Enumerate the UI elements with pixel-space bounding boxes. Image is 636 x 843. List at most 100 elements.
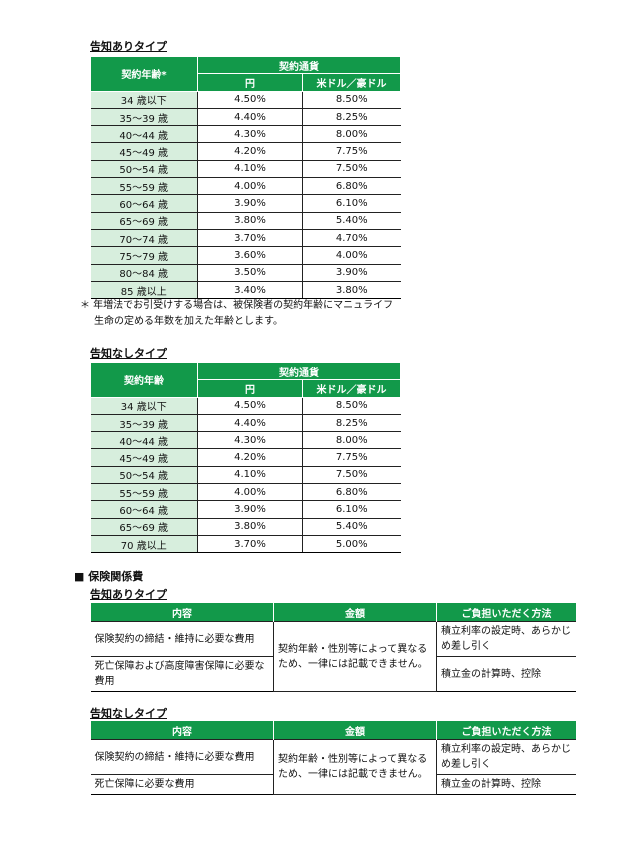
- amount-cell: 契約年齢・性別等によって異なるため、一律には記載できません。: [273, 621, 437, 692]
- age-cell: 80～84 歳: [90, 263, 198, 282]
- yen-rate: 4.40%: [197, 107, 303, 127]
- usd-rate: 8.25%: [302, 107, 401, 127]
- table-row: 65～69 歳 3.80% 5.40%: [90, 517, 401, 536]
- age-cell: 60～64 歳: [90, 194, 198, 213]
- yen-rate: 3.80%: [197, 211, 303, 230]
- header-age: 契約年齢*: [90, 56, 198, 92]
- yen-rate: 4.50%: [197, 90, 303, 109]
- section-heading: ■ 保険関係費: [74, 570, 144, 583]
- footnote: ＊ 年増法でお引受けする場合は、被保険者の契約年齢にマニュライフ 生命の定める年数…: [80, 300, 394, 327]
- table-row: 70～74 歳 3.70% 4.70%: [90, 228, 401, 248]
- age-cell: 50～54 歳: [90, 465, 198, 485]
- usd-rate: 8.50%: [302, 90, 401, 109]
- age-cell: 55～59 歳: [90, 177, 198, 196]
- age-cell: 45～49 歳: [90, 448, 198, 467]
- content-cell: 死亡保障および高度障害保障に必要な費用: [90, 656, 274, 692]
- header-usd: 米ドル／豪ドル: [302, 73, 401, 92]
- header-usd: 米ドル／豪ドル: [302, 379, 401, 398]
- header-amount: 金額: [273, 721, 437, 740]
- yen-rate: 4.10%: [197, 159, 303, 179]
- usd-rate: 5.00%: [302, 534, 401, 554]
- age-cell: 70 歳以上: [90, 534, 198, 554]
- usd-rate: 5.40%: [302, 211, 401, 230]
- usd-rate: 7.75%: [302, 142, 401, 161]
- subtitle-without-notice: 告知なしタイプ: [90, 347, 167, 360]
- usd-rate: 4.70%: [302, 228, 401, 248]
- header-method: ご負担いただく方法: [436, 721, 576, 740]
- rate-table-with-notice: 契約年齢* 契約通貨円米ドル／豪ドル 34 歳以下 4.50% 8.50% 35～39 歳…: [90, 55, 401, 300]
- method-cell: 積立利率の設定時、あらかじめ差し引く: [436, 621, 576, 657]
- table-row: 55～59 歳 4.00% 6.80%: [90, 177, 401, 196]
- age-cell: 65～69 歳: [90, 517, 198, 536]
- usd-rate: 7.50%: [302, 465, 401, 485]
- usd-rate: 3.90%: [302, 263, 401, 282]
- usd-rate: 5.40%: [302, 517, 401, 536]
- table-row: 60～64 歳 3.90% 6.10%: [90, 500, 401, 519]
- age-cell: 40～44 歳: [90, 431, 198, 450]
- yen-rate: 3.90%: [197, 194, 303, 213]
- header-content: 内容: [90, 721, 274, 740]
- header-amount: 金額: [273, 603, 437, 622]
- usd-rate: 6.10%: [302, 194, 401, 213]
- yen-rate: 4.50%: [197, 396, 303, 415]
- header-age: 契約年齢: [90, 362, 198, 398]
- table-row: 60～64 歳 3.90% 6.10%: [90, 194, 401, 213]
- table-row: 70 歳以上 3.70% 5.00%: [90, 534, 401, 554]
- table-row: 65～69 歳 3.80% 5.40%: [90, 211, 401, 230]
- yen-rate: 4.10%: [197, 465, 303, 485]
- header-yen: 円: [197, 379, 303, 398]
- table-row: 50～54 歳 4.10% 7.50%: [90, 159, 401, 179]
- yen-rate: 4.20%: [197, 142, 303, 161]
- table-row: 34 歳以下 4.50% 8.50%: [90, 90, 401, 109]
- table-row: 75～79 歳 3.60% 4.00%: [90, 246, 401, 265]
- usd-rate: 6.80%: [302, 177, 401, 196]
- table-row: 85 歳以上 3.40% 3.80%: [90, 280, 401, 300]
- yen-rate: 3.70%: [197, 228, 303, 248]
- usd-rate: 6.80%: [302, 483, 401, 502]
- table-row: 死亡保障および高度障害保障に必要な費用 積立金の計算時、控除: [90, 656, 576, 692]
- age-cell: 60～64 歳: [90, 500, 198, 519]
- yen-rate: 3.80%: [197, 517, 303, 536]
- header-method: ご負担いただく方法: [436, 603, 576, 622]
- fee-table-with-notice: 内容 金額 ご負担いただく方法 保険契約の締結・維持に必要な費用 契約年齢・性別等によ…: [90, 603, 576, 692]
- yen-rate: 3.50%: [197, 263, 303, 282]
- yen-rate: 4.00%: [197, 483, 303, 502]
- yen-rate: 4.40%: [197, 413, 303, 433]
- yen-rate: 4.20%: [197, 448, 303, 467]
- table-row: 35～39 歳 4.40% 8.25%: [90, 107, 401, 127]
- usd-rate: 4.00%: [302, 246, 401, 265]
- table-row: 死亡保障に必要な費用 積立金の計算時、控除: [90, 774, 576, 795]
- table-row: 40～44 歳 4.30% 8.00%: [90, 125, 401, 144]
- table-row: 34 歳以下 4.50% 8.50%: [90, 396, 401, 415]
- header-yen: 円: [197, 73, 303, 92]
- age-cell: 45～49 歳: [90, 142, 198, 161]
- age-cell: 70～74 歳: [90, 228, 198, 248]
- table-row: 45～49 歳 4.20% 7.75%: [90, 142, 401, 161]
- usd-rate: 7.75%: [302, 448, 401, 467]
- yen-rate: 4.30%: [197, 125, 303, 144]
- age-cell: 34 歳以下: [90, 396, 198, 415]
- subtitle-with-notice: 告知ありタイプ: [90, 40, 167, 53]
- yen-rate: 3.40%: [197, 280, 303, 300]
- age-cell: 55～59 歳: [90, 483, 198, 502]
- usd-rate: 8.00%: [302, 125, 401, 144]
- age-cell: 50～54 歳: [90, 159, 198, 179]
- content-cell: 保険契約の締結・維持に必要な費用: [90, 739, 274, 775]
- yen-rate: 4.00%: [197, 177, 303, 196]
- table-row: 55～59 歳 4.00% 6.80%: [90, 483, 401, 502]
- table-row: 50～54 歳 4.10% 7.50%: [90, 465, 401, 485]
- yen-rate: 4.30%: [197, 431, 303, 450]
- method-cell: 積立利率の設定時、あらかじめ差し引く: [436, 739, 576, 775]
- content-cell: 保険契約の締結・維持に必要な費用: [90, 621, 274, 657]
- table-row: 40～44 歳 4.30% 8.00%: [90, 431, 401, 450]
- fees-subtitle-without: 告知なしタイプ: [90, 707, 167, 720]
- header-content: 内容: [90, 603, 274, 622]
- yen-rate: 3.70%: [197, 534, 303, 554]
- table-row: 45～49 歳 4.20% 7.75%: [90, 448, 401, 467]
- table-row: 35～39 歳 4.40% 8.25%: [90, 413, 401, 433]
- usd-rate: 7.50%: [302, 159, 401, 179]
- header-currency: 契約通貨: [197, 361, 401, 381]
- amount-cell: 契約年齢・性別等によって異なるため、一律には記載できません。: [273, 739, 437, 795]
